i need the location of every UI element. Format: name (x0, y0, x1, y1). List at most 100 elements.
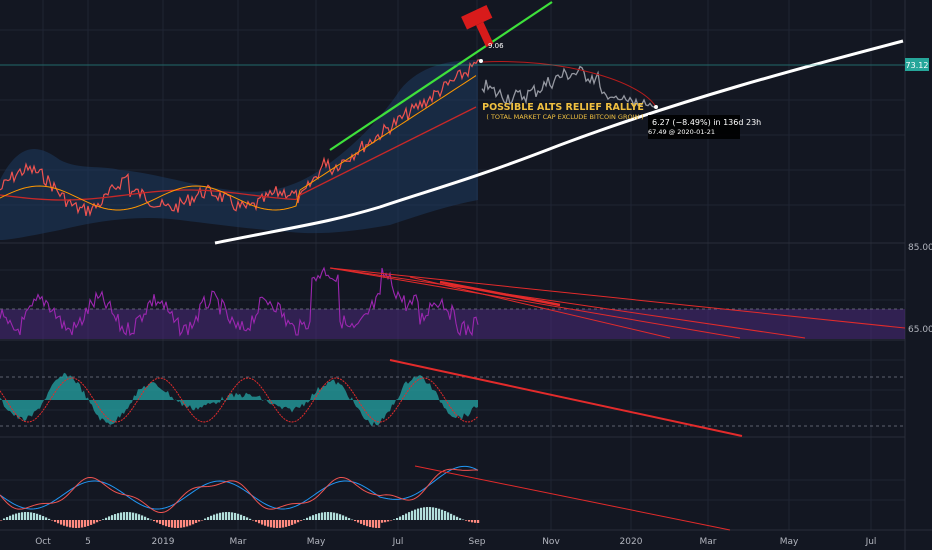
macd-bar (63, 520, 66, 526)
macd-bar (282, 520, 285, 528)
x-tick-label: Nov (542, 537, 560, 547)
rsi-label-85: 85.00 (908, 243, 932, 253)
macd-bar (384, 520, 387, 523)
macd-bar (27, 512, 30, 520)
oscillator-signal (0, 377, 479, 423)
macd-bar (24, 512, 27, 520)
macd-bar (0, 520, 3, 521)
x-tick-label: 2020 (620, 537, 643, 547)
macd-bar (231, 512, 234, 520)
x-tick-label: Mar (700, 537, 717, 547)
macd-bar (204, 518, 207, 520)
macd-bar (114, 514, 117, 520)
macd-bar (90, 520, 93, 525)
macd-bar (120, 512, 123, 520)
macd-bar (429, 507, 432, 520)
macd-bar (159, 520, 162, 524)
macd-bar (267, 520, 270, 527)
macd-bar (36, 513, 39, 520)
macd-bar (117, 513, 120, 520)
x-tick-label: 5 (85, 537, 91, 547)
macd-bar (45, 517, 48, 520)
macd-bar (240, 514, 243, 520)
rsi-line (0, 266, 479, 337)
macd-bar (9, 515, 12, 520)
annotation-subtitle: ( TOTAL MARKET CAP EXCLUDE BITCOIN GROW … (486, 113, 643, 121)
macd-bar (471, 520, 474, 523)
macd-bar (360, 520, 363, 524)
macd-bar (81, 520, 84, 528)
macd-bar (468, 520, 471, 522)
macd-bar (3, 518, 6, 520)
macd-bar (381, 520, 384, 523)
macd-bar (189, 520, 192, 526)
peak-label: 9.06 (488, 42, 504, 50)
macd-bar (276, 520, 279, 528)
macd-bar (348, 518, 351, 520)
macd-bar (162, 520, 165, 526)
macd-bar (96, 520, 99, 523)
macd-bar (78, 520, 81, 528)
macd-bar (321, 512, 324, 520)
macd-bar (459, 518, 462, 520)
macd-bar (417, 508, 420, 520)
macd-bar (48, 518, 51, 520)
macd-bar (309, 516, 312, 520)
macd-bar (144, 516, 147, 520)
macd-bar (444, 510, 447, 520)
macd-bar (126, 512, 129, 520)
macd-bar (42, 516, 45, 520)
macd-bar (102, 519, 105, 520)
macd-bar (342, 515, 345, 520)
macd-bar (93, 520, 96, 524)
macd-bar (372, 520, 375, 528)
macd-histogram (0, 507, 480, 528)
macd-bar (174, 520, 177, 528)
macd-bar (60, 520, 63, 525)
macd-bar (207, 517, 210, 520)
macd-bar (339, 514, 342, 520)
macd-bar (312, 515, 315, 520)
macd-bar (426, 507, 429, 520)
macd-bar (465, 520, 468, 521)
macd-bar (72, 520, 75, 528)
macd-bar (99, 520, 102, 521)
macd-panel (0, 465, 731, 531)
macd-bar (111, 515, 114, 520)
macd-bar (474, 520, 477, 523)
macd-bar (273, 520, 276, 528)
macd-bar (405, 513, 408, 520)
rsi-panel: 85.00 65.00 (0, 243, 932, 339)
macd-bar (246, 517, 249, 520)
macd-bar (6, 517, 9, 520)
macd-bar (297, 520, 300, 523)
macd-bar (168, 520, 171, 528)
macd-bar (54, 520, 57, 522)
macd-bar (462, 519, 465, 521)
macd-bar (180, 520, 183, 528)
macd-bar (21, 512, 24, 520)
macd-bar (411, 510, 414, 520)
macd-bar (219, 512, 222, 520)
hammer-icon (461, 5, 494, 48)
macd-bar (228, 512, 231, 520)
macd-bar (75, 520, 78, 528)
macd-bar (354, 520, 357, 522)
macd-bar (450, 513, 453, 520)
price-panel: 73.12 9.06 POSSIBLE ALTS RELIEF RALLYE (… (0, 1, 929, 245)
macd-bar (393, 519, 396, 520)
macd-bar (447, 512, 450, 520)
macd-bar (192, 520, 195, 525)
macd-bar (270, 520, 273, 528)
macd-bar (456, 516, 459, 520)
macd-bar (108, 516, 111, 520)
macd-bar (135, 513, 138, 520)
macd-bar (300, 520, 303, 521)
macd-bar (87, 520, 90, 526)
macd-bar (477, 520, 480, 523)
x-tick-label: Jul (392, 537, 404, 547)
macd-bar (15, 513, 18, 520)
macd-bar (57, 520, 60, 524)
macd-bar (234, 512, 237, 520)
